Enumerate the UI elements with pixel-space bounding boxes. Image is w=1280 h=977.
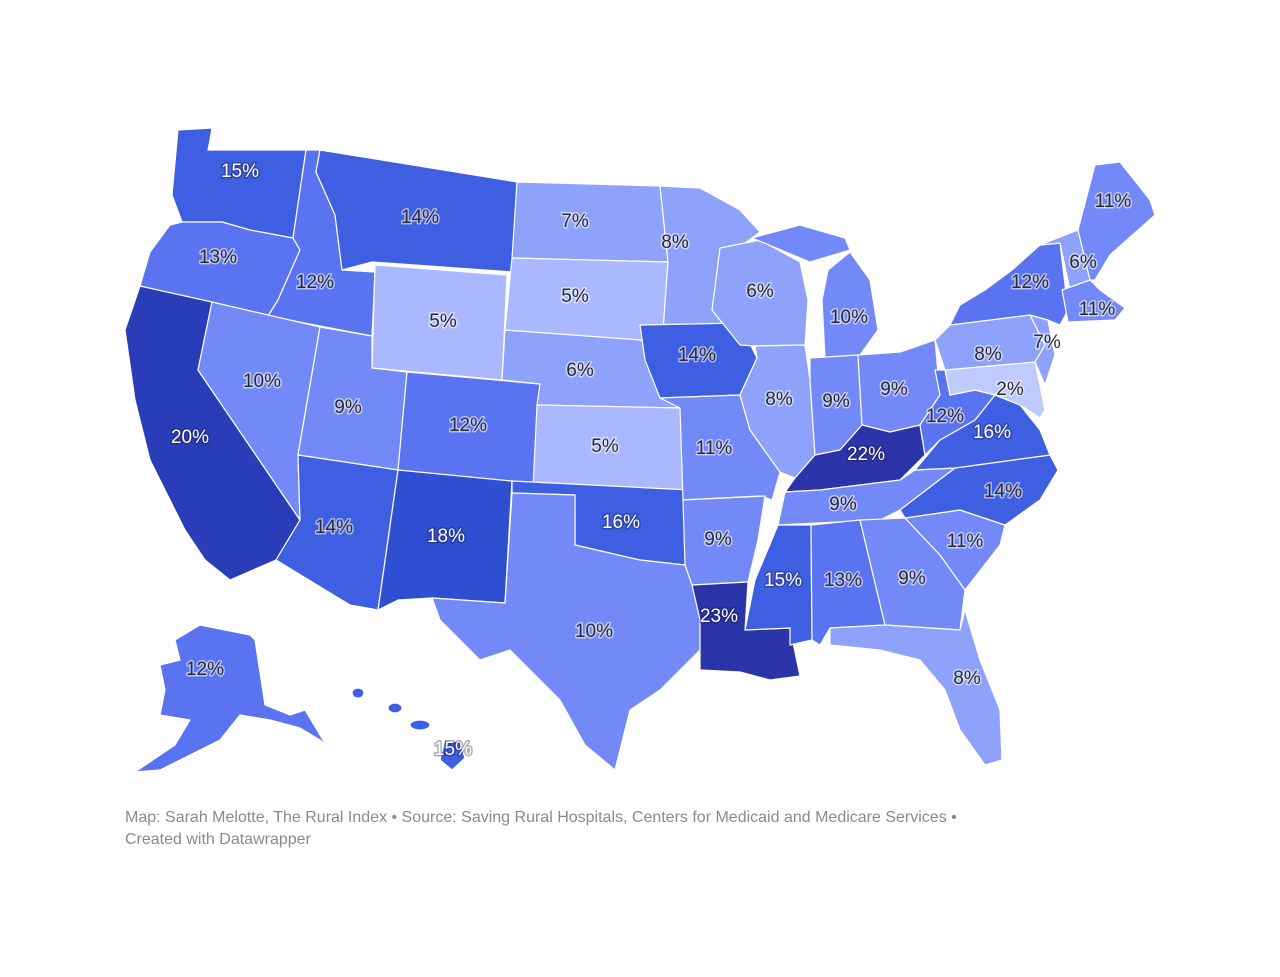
- state-label-TN: 9%: [829, 494, 857, 515]
- state-label-NJ: 7%: [1033, 332, 1061, 353]
- state-label-FL: 8%: [953, 668, 981, 689]
- footer-credits-line2: Created with Datawrapper: [125, 831, 311, 848]
- state-label-VA: 16%: [973, 422, 1011, 443]
- state-label-IA: 14%: [678, 345, 716, 366]
- state-label-OH: 9%: [880, 379, 908, 400]
- map-footer: Map: Sarah Melotte, The Rural Index • So…: [125, 807, 1125, 851]
- state-FL[interactable]: [829, 609, 1003, 766]
- state-label-OK: 16%: [602, 512, 640, 533]
- state-label-MA: 11%: [1079, 299, 1116, 320]
- state-TX[interactable]: [431, 492, 701, 771]
- state-label-CO: 12%: [449, 415, 487, 436]
- state-label-MT: 14%: [401, 207, 439, 228]
- state-label-KS: 5%: [591, 436, 619, 457]
- state-ND[interactable]: [511, 181, 669, 263]
- state-LA[interactable]: [691, 581, 801, 681]
- state-label-IN: 9%: [822, 391, 850, 412]
- state-label-NC: 14%: [984, 481, 1022, 502]
- state-label-LA: 23%: [700, 606, 738, 627]
- state-label-PA: 8%: [974, 344, 1002, 365]
- state-label-ID: 12%: [296, 272, 334, 293]
- state-label-AZ: 14%: [315, 517, 353, 538]
- state-label-TX: 10%: [575, 621, 613, 642]
- state-label-OR: 13%: [199, 247, 237, 268]
- state-HI[interactable]: [351, 687, 466, 771]
- state-label-MI: 10%: [830, 307, 868, 328]
- us-choropleth-map: 15% 13% 20% 12% 10% 14% 5% 9% 14% 12% 18% 7% 5% 6% 5% 1…: [124, 127, 1156, 773]
- state-IL[interactable]: [739, 344, 816, 479]
- state-label-AL: 13%: [824, 570, 862, 591]
- state-label-UT: 9%: [334, 397, 362, 418]
- state-label-MO: 11%: [696, 438, 733, 459]
- state-label-NH: 6%: [1069, 252, 1097, 273]
- state-label-SD: 5%: [561, 286, 589, 307]
- state-label-KY: 22%: [847, 444, 885, 465]
- state-MI[interactable]: [751, 224, 879, 359]
- map-svg: 15% 13% 20% 12% 10% 14% 5% 9% 14% 12% 18% 7% 5% 6% 5% 1…: [124, 127, 1156, 773]
- state-label-MN: 8%: [661, 232, 689, 253]
- state-MD[interactable]: [944, 361, 1046, 419]
- state-label-ND: 7%: [561, 211, 589, 232]
- state-label-AK: 12%: [186, 659, 224, 680]
- state-label-WV: 12%: [926, 406, 964, 427]
- state-NY[interactable]: [949, 242, 1069, 326]
- state-label-SC: 11%: [947, 531, 984, 552]
- state-label-MS: 15%: [764, 570, 802, 591]
- footer-credits-line1: Map: Sarah Melotte, The Rural Index • So…: [125, 809, 957, 826]
- state-label-CA: 20%: [171, 427, 209, 448]
- state-label-NY: 12%: [1011, 272, 1049, 293]
- state-ME[interactable]: [1077, 161, 1156, 281]
- state-label-AR: 9%: [704, 529, 732, 550]
- state-label-WY: 5%: [429, 311, 457, 332]
- state-label-MD: 2%: [996, 379, 1024, 400]
- state-label-WI: 6%: [746, 281, 774, 302]
- state-label-WA: 15%: [221, 161, 259, 182]
- state-label-HI: 15%: [434, 739, 472, 760]
- state-label-NE: 6%: [566, 360, 594, 381]
- state-label-IL: 8%: [765, 389, 793, 410]
- state-label-NV: 10%: [243, 371, 281, 392]
- state-label-NM: 18%: [427, 526, 465, 547]
- state-label-ME: 11%: [1095, 191, 1132, 212]
- state-AK[interactable]: [134, 624, 327, 773]
- state-label-GA: 9%: [898, 568, 926, 589]
